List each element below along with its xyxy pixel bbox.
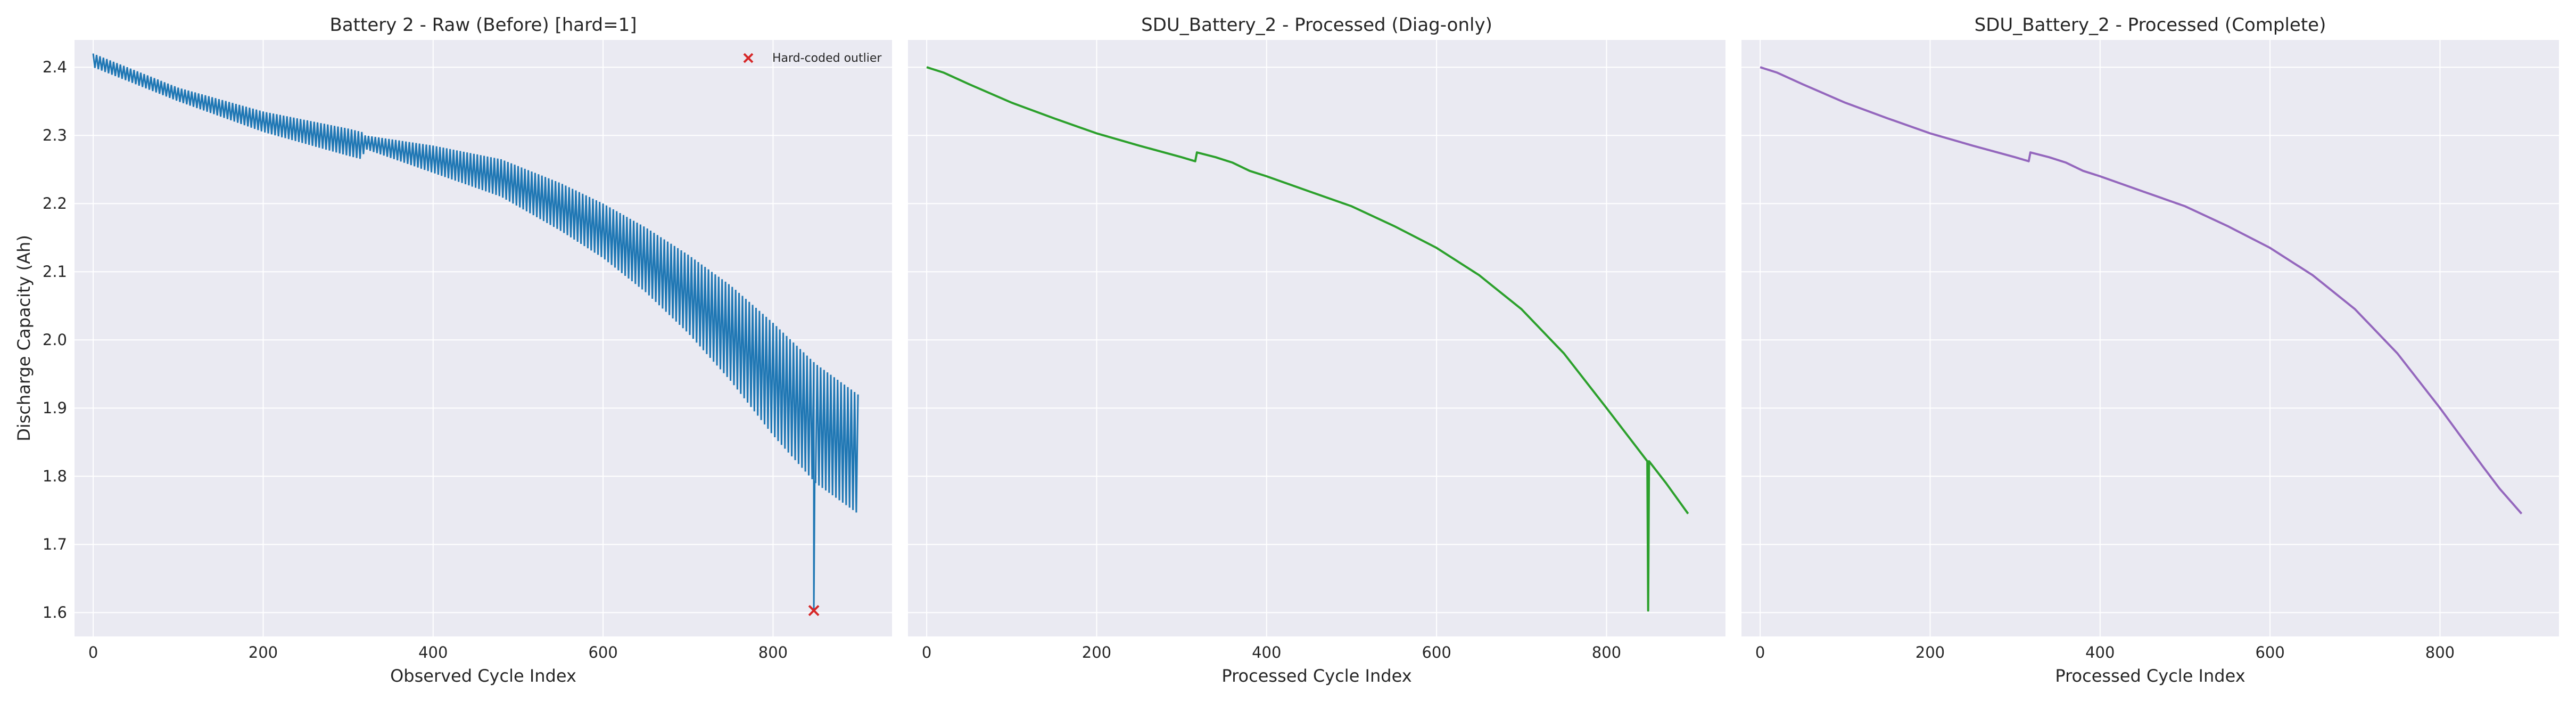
y-axis-label: Discharge Capacity (Ah) — [14, 235, 34, 442]
y-tick-labels: 1.6 1.7 1.8 1.9 2.0 2.1 2.2 2.3 2.4 — [43, 58, 67, 622]
axes-background — [908, 40, 1725, 636]
y-tick-label: 1.8 — [43, 467, 67, 485]
chart-title: SDU_Battery_2 - Processed (Complete) — [1975, 14, 2326, 36]
y-tick-label: 2.1 — [43, 263, 67, 281]
x-tick-label: 800 — [758, 643, 788, 661]
y-tick-label: 2.0 — [43, 331, 67, 349]
grid — [908, 40, 1725, 636]
x-tick-label: 200 — [1916, 643, 1945, 661]
x-tick-label: 600 — [1422, 643, 1451, 661]
y-tick-label: 2.2 — [43, 194, 67, 212]
y-tick-label: 2.3 — [43, 126, 67, 144]
series-line-raw — [92, 53, 859, 611]
x-tick-label: 600 — [588, 643, 617, 661]
chart-title: SDU_Battery_2 - Processed (Diag-only) — [1141, 14, 1492, 36]
x-axis-label: Processed Cycle Index — [1221, 666, 1411, 686]
series-line — [926, 66, 1689, 612]
axes-background — [1741, 40, 2559, 636]
series-line — [1760, 66, 2523, 514]
y-tick-label: 1.9 — [43, 399, 67, 417]
plot-area — [92, 53, 859, 616]
y-tick-label: 1.6 — [43, 603, 67, 622]
legend-marker-stroke — [743, 53, 754, 63]
x-tick-label: 800 — [1592, 643, 1621, 661]
x-axis-label: Processed Cycle Index — [2055, 666, 2245, 686]
x-tick-label: 400 — [1252, 643, 1281, 661]
x-tick-labels: 0 200 400 600 800 — [922, 643, 1621, 661]
plot-area — [1760, 66, 2523, 514]
legend-outlier-marker — [743, 53, 754, 63]
panel-complete: 0 200 400 600 800 SDU_Battery_2 - Processed … — [1741, 14, 2559, 686]
x-tick-label: 800 — [2425, 643, 2455, 661]
x-tick-label: 200 — [1082, 643, 1111, 661]
x-tick-labels: 0 200 400 600 800 — [1755, 643, 2455, 661]
y-tick-label: 2.4 — [43, 58, 67, 76]
outlier-marker-stroke — [808, 604, 820, 616]
plot-area — [926, 66, 1689, 612]
x-tick-label: 0 — [922, 643, 931, 661]
x-tick-label: 200 — [249, 643, 278, 661]
x-tick-label: 400 — [2085, 643, 2115, 661]
outlier-marker — [808, 604, 820, 616]
x-tick-label: 400 — [418, 643, 448, 661]
x-tick-labels: 0 200 400 600 800 — [88, 643, 788, 661]
panel-diag-only: 0 200 400 600 800 SDU_Battery_2 - Processed … — [908, 14, 1725, 686]
legend: Hard-coded outlier — [743, 52, 882, 65]
panel-raw: 0 200 400 600 800 1.6 1.7 1.8 1.9 2.0 2.1 2.2 2.3 2.… — [14, 14, 892, 686]
legend-outlier-label: Hard-coded outlier — [772, 52, 882, 65]
x-tick-label: 0 — [88, 643, 98, 661]
grid — [75, 40, 892, 636]
x-axis-label: Observed Cycle Index — [390, 666, 576, 686]
y-tick-label: 1.7 — [43, 535, 67, 553]
grid — [1741, 40, 2559, 636]
chart-title: Battery 2 - Raw (Before) [hard=1] — [330, 14, 637, 36]
x-tick-label: 600 — [2255, 643, 2284, 661]
x-tick-label: 0 — [1755, 643, 1765, 661]
